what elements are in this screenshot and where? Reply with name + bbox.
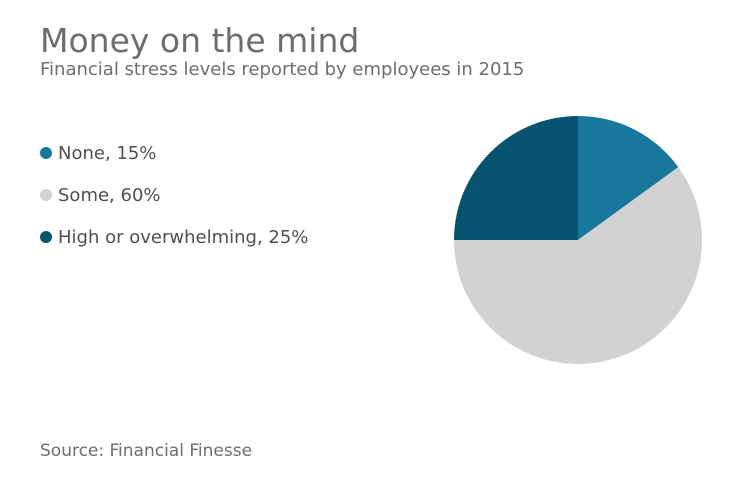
legend-item-none[interactable]: None, 15% — [40, 141, 308, 165]
legend: None, 15% Some, 60% High or overwhelming, … — [40, 141, 308, 267]
source-credit: Source: Financial Finesse — [40, 441, 253, 461]
legend-marker-icon — [40, 231, 52, 243]
legend-label: Some, 60% — [58, 184, 161, 206]
pie-slice-some[interactable] — [454, 167, 702, 364]
legend-marker-icon — [40, 189, 52, 201]
pie-slice-none[interactable] — [578, 116, 679, 240]
chart-title: Money on the mind — [40, 21, 360, 60]
legend-label: None, 15% — [58, 142, 157, 164]
pie-chart — [454, 116, 702, 364]
legend-marker-icon — [40, 147, 52, 159]
pie-slice-high-or-overwhelming[interactable] — [454, 116, 578, 240]
chart-subtitle: Financial stress levels reported by empl… — [40, 59, 525, 80]
legend-item-high-or-overwhelming[interactable]: High or overwhelming, 25% — [40, 225, 308, 249]
legend-item-some[interactable]: Some, 60% — [40, 183, 308, 207]
legend-label: High or overwhelming, 25% — [58, 226, 309, 248]
